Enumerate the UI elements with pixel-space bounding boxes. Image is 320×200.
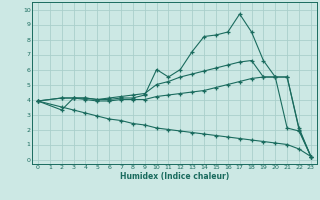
- X-axis label: Humidex (Indice chaleur): Humidex (Indice chaleur): [120, 172, 229, 181]
